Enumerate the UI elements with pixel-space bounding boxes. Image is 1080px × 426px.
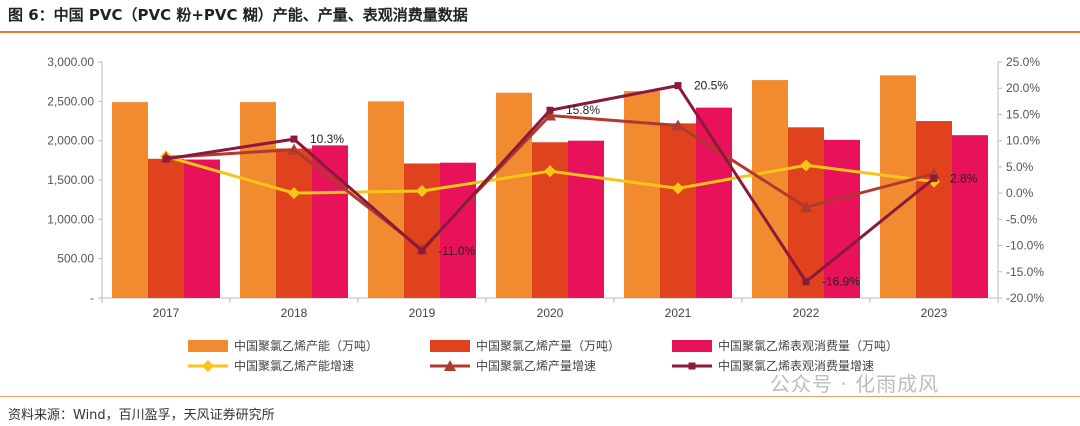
bar-3-2017 xyxy=(184,159,220,298)
right-tick-label: 0.0% xyxy=(1006,186,1034,200)
legend-label: 中国聚氯乙烯产能增速 xyxy=(234,358,354,373)
left-tick-label: 2,000.00 xyxy=(47,134,94,148)
data-label: 15.8% xyxy=(566,103,600,117)
x-tick-label: 2018 xyxy=(281,306,308,320)
square-point xyxy=(674,82,682,90)
legend-swatch xyxy=(672,340,712,352)
right-tick-label: -5.0% xyxy=(1006,212,1038,226)
x-tick-label: 2020 xyxy=(537,306,564,320)
right-tick-label: -20.0% xyxy=(1006,291,1044,305)
x-tick-label: 2023 xyxy=(921,306,948,320)
bar-2-2018 xyxy=(276,148,312,298)
bar-1-2020 xyxy=(496,92,532,299)
page-title: 图 6：中国 PVC（PVC 粉+PVC 糊）产能、产量、表观消费量数据 xyxy=(8,6,468,24)
right-tick-label: -10.0% xyxy=(1006,239,1044,253)
bar-3-2023 xyxy=(952,135,988,298)
right-tick-label: 5.0% xyxy=(1006,160,1034,174)
bar-2-2021 xyxy=(660,123,696,298)
square-point xyxy=(546,106,554,114)
left-tick-label: 3,000.00 xyxy=(47,55,94,69)
triangle-point xyxy=(672,119,684,131)
legend-label: 中国聚氯乙烯产量（万吨） xyxy=(476,338,620,353)
square-point xyxy=(930,174,938,182)
bar-2-2017 xyxy=(148,158,184,298)
right-tick-label: 25.0% xyxy=(1006,55,1040,69)
legend-label: 中国聚氯乙烯产能（万吨） xyxy=(234,338,378,353)
data-label: -16.9% xyxy=(822,275,860,289)
pvc-chart: - 500.00 1,000.00 1,500.00 2,000.00 2,500.00 3… xyxy=(47,55,1044,373)
x-tick-label: 2019 xyxy=(409,306,436,320)
triangle-point xyxy=(800,201,812,213)
legend-triangle-marker xyxy=(444,360,456,371)
x-tick-label: 2021 xyxy=(665,306,692,320)
data-label: 2.8% xyxy=(950,171,978,185)
left-tick-label: - xyxy=(90,291,94,305)
legend-swatch xyxy=(188,340,228,352)
data-label: 20.5% xyxy=(694,79,728,93)
right-tick-label: 10.0% xyxy=(1006,134,1040,148)
legend-label: 中国聚氯乙烯表观消费量增速 xyxy=(718,358,874,373)
bar-3-2020 xyxy=(568,140,604,298)
square-point xyxy=(290,135,298,143)
watermark: 公众号 · 化雨成风 xyxy=(770,372,940,396)
title-divider xyxy=(0,31,1080,33)
source-note: 资料来源：Wind，百川盈孚，天风证券研究所 xyxy=(8,408,275,423)
diamond-point xyxy=(416,185,428,198)
diamond-point xyxy=(544,165,556,178)
legend-diamond-marker xyxy=(202,360,214,372)
square-point xyxy=(418,247,426,255)
right-tick-label: 20.0% xyxy=(1006,81,1040,95)
square-point xyxy=(802,278,810,286)
bar-1-2022 xyxy=(752,80,788,299)
left-tick-label: 1,500.00 xyxy=(47,173,94,187)
bar-1-2018 xyxy=(240,102,276,299)
diamond-point xyxy=(800,159,812,172)
bar-3-2022 xyxy=(824,139,860,298)
bar-3-2021 xyxy=(696,107,732,298)
right-tick-label: -15.0% xyxy=(1006,265,1044,279)
triangle-point xyxy=(544,109,556,121)
diamond-point xyxy=(672,182,684,195)
x-tick-label: 2017 xyxy=(153,306,180,320)
bar-1-2019 xyxy=(368,101,404,298)
triangle-point xyxy=(288,143,300,155)
bar-2-2022 xyxy=(788,127,824,298)
left-tick-label: 500.00 xyxy=(57,252,94,266)
footer-divider xyxy=(0,396,1080,397)
bar-1-2017 xyxy=(112,102,148,299)
legend-square-marker xyxy=(688,362,696,370)
x-tick-label: 2022 xyxy=(793,306,820,320)
bar-2-2023 xyxy=(916,121,952,298)
left-tick-label: 1,000.00 xyxy=(47,212,94,226)
data-label: -11.0% xyxy=(438,244,475,258)
legend-label: 中国聚氯乙烯产量增速 xyxy=(476,358,596,373)
left-tick-label: 2,500.00 xyxy=(47,94,94,108)
legend-swatch xyxy=(430,340,470,352)
bar-1-2021 xyxy=(624,91,660,299)
square-point xyxy=(162,155,170,163)
data-label: 10.3% xyxy=(310,132,344,146)
bar-2-2019 xyxy=(404,163,440,298)
right-tick-label: 15.0% xyxy=(1006,107,1040,121)
legend-label: 中国聚氯乙烯表观消费量（万吨） xyxy=(718,338,898,353)
diamond-point xyxy=(288,187,300,200)
